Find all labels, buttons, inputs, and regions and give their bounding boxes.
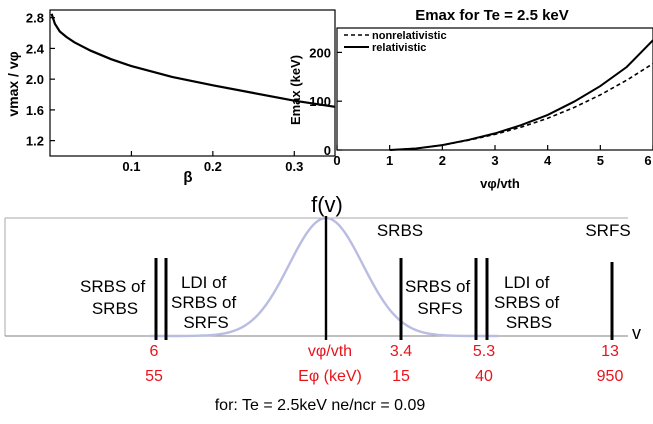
row1-value-srbs: 3.4 xyxy=(390,343,412,360)
chart1-frame xyxy=(49,9,336,157)
value-row-2: 55 Eφ (keV) 15 40 950 xyxy=(145,368,623,385)
chart2-ytick-label: 0 xyxy=(324,143,331,158)
chart1-xtick-label: 0.3 xyxy=(285,159,303,174)
chart2-x-ticks: 0 1 2 3 4 5 6 xyxy=(333,145,653,168)
row2-value-srfs: 950 xyxy=(597,368,624,385)
row2-value-srbs-of-srfs: 40 xyxy=(475,368,493,385)
label-srbs-of-srfs-line2: SRFS xyxy=(417,299,462,318)
chart1-ylabel: vmax / vφ xyxy=(5,51,21,116)
instability-diagram: f(v) v SRBS of SRBS LDI of SRBS of SRFS … xyxy=(4,192,641,414)
value-row-1: 6 vφ/vth 3.4 5.3 13 xyxy=(150,343,619,360)
legend-label-relativistic: relativistic xyxy=(372,42,426,54)
fv-label: f(v) xyxy=(311,192,343,217)
chart1-ytick-label: 2.8 xyxy=(26,11,44,26)
label-ldi-srbs-srfs-line3: SRFS xyxy=(183,313,228,332)
label-srfs-top: SRFS xyxy=(585,221,630,240)
chart2-y-ticks: 0 100 200 xyxy=(309,45,342,158)
chart1-y-ticks: 1.2 1.6 2.0 2.4 2.8 xyxy=(26,11,55,149)
chart2-xtick-label: 6 xyxy=(644,153,651,168)
chart1-ytick-label: 1.2 xyxy=(26,134,44,149)
row2-value-srbs: 15 xyxy=(392,368,410,385)
chart1-xlabel: β xyxy=(183,169,192,186)
row1-label: vφ/vth xyxy=(308,343,352,360)
chart1-ytick-label: 1.6 xyxy=(26,103,44,118)
chart2-xtick-label: 5 xyxy=(597,153,604,168)
row2-value-srbs-of-srbs: 55 xyxy=(145,368,163,385)
chart2-xtick-label: 0 xyxy=(333,153,340,168)
chart1-xtick-label: 0.2 xyxy=(204,159,222,174)
chart2-xtick-label: 3 xyxy=(491,153,498,168)
label-srbs-top: SRBS xyxy=(377,221,423,240)
chart-beta-vmax: 1.2 1.6 2.0 2.4 2.8 0.1 0.2 0.3 β vmax / vφ xyxy=(5,9,336,186)
maxwellian-curve xyxy=(150,216,498,338)
label-srbs-of-srbs: SRBS of SRBS xyxy=(80,277,150,318)
v-axis-label: v xyxy=(632,323,641,343)
row1-value-srfs: 13 xyxy=(601,343,619,360)
chart2-title: Emax for Te = 2.5 keV xyxy=(415,7,569,24)
chart1-xtick-label: 0.1 xyxy=(122,159,140,174)
row2-label: Eφ (keV) xyxy=(298,368,362,385)
label-ldi-srbs-srfs-line2: SRBS of xyxy=(171,293,236,312)
chart2-legend: nonrelativistic relativistic xyxy=(344,30,447,54)
chart1-ytick-label: 2.0 xyxy=(26,72,44,87)
label-srbs-of-srbs-line1: SRBS of xyxy=(80,277,145,296)
label-srbs-of-srbs-line2: SRBS xyxy=(92,299,138,318)
label-ldi-srbs-srfs-line1: LDI of xyxy=(181,273,227,292)
chart2-series-relativistic xyxy=(389,39,653,151)
chart2-xtick-label: 4 xyxy=(544,153,552,168)
chart2-ytick-label: 100 xyxy=(309,94,331,109)
chart2-ylabel: Emax (keV) xyxy=(288,55,303,125)
chart1-x-ticks: 0.1 0.2 0.3 xyxy=(122,151,303,174)
label-ldi-srbs-srbs-line2: SRBS of xyxy=(494,293,559,312)
label-ldi-srbs-srbs-line1: LDI of xyxy=(504,273,550,292)
legend-label-nonrelativistic: nonrelativistic xyxy=(372,30,447,42)
chart1-series-line xyxy=(50,13,336,108)
label-srbs-of-srfs-line1: SRBS of xyxy=(405,277,470,296)
label-ldi-srbs-srbs-line3: SRBS xyxy=(506,313,552,332)
chart1-ytick-label: 2.4 xyxy=(26,41,45,56)
label-ldi-srbs-srfs: LDI of SRBS of SRFS xyxy=(171,273,241,332)
chart2-xlabel: vφ/vth xyxy=(480,176,520,191)
row1-value-srbs-of-srbs: 6 xyxy=(150,343,159,360)
chart-emax: Emax for Te = 2.5 keV 0 100 200 0 1 2 3 4 5 6 no… xyxy=(288,7,653,191)
chart2-xtick-label: 1 xyxy=(386,153,393,168)
chart2-ytick-label: 200 xyxy=(309,45,331,60)
row1-value-srbs-of-srfs: 5.3 xyxy=(473,343,495,360)
chart2-xtick-label: 2 xyxy=(439,153,446,168)
label-ldi-srbs-srbs: LDI of SRBS of SRBS xyxy=(494,273,564,332)
footer-conditions: for: Te = 2.5keV ne/ncr = 0.09 xyxy=(215,397,426,414)
label-srbs-of-srfs: SRBS of SRFS xyxy=(405,277,475,318)
